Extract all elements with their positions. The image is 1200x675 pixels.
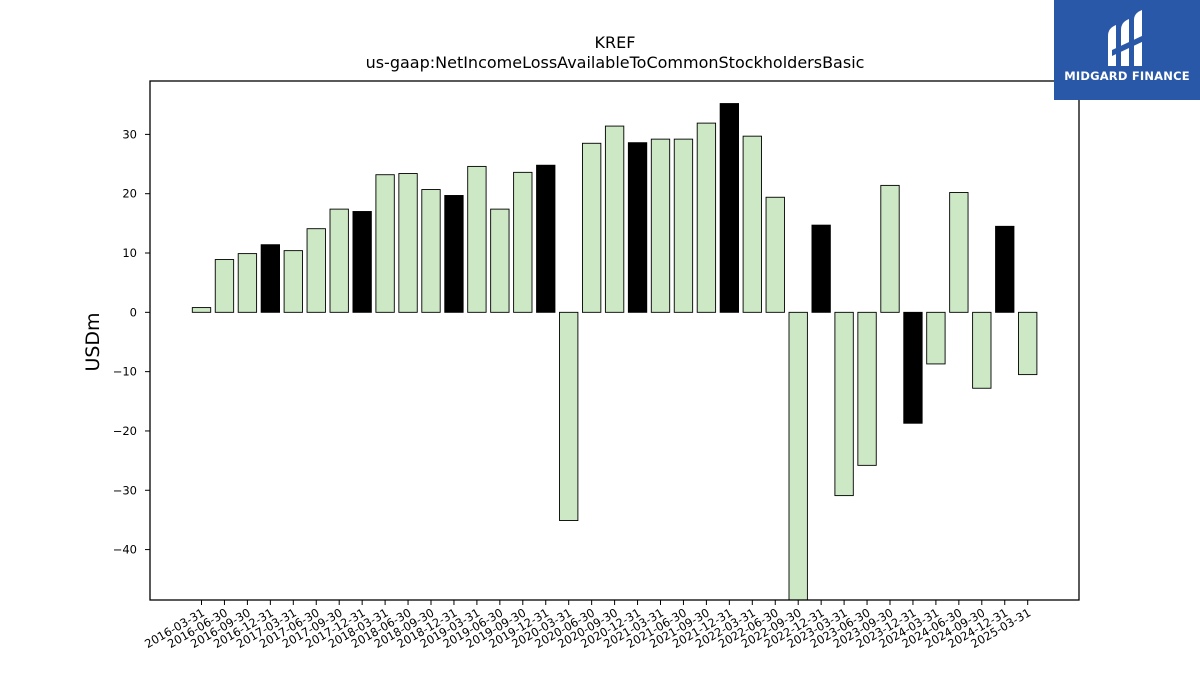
chart-title: KREF xyxy=(595,33,636,52)
bar-2018-09-30 xyxy=(421,189,441,313)
bar-2016-06-30 xyxy=(214,259,235,313)
bar-2019-03-31 xyxy=(467,165,487,313)
y-axis: 30 20 10 0 −10 −20 −30 −40 xyxy=(113,127,150,557)
bar-2019-12-31 xyxy=(536,164,556,313)
y-tick-label: −40 xyxy=(113,543,137,557)
bar-2018-03-31 xyxy=(375,174,395,313)
bar-2022-06-30 xyxy=(765,196,785,313)
bar-2024-09-30 xyxy=(972,311,992,389)
y-tick-label: 30 xyxy=(122,127,137,141)
y-axis-label: USDm xyxy=(82,312,104,371)
bar-2024-06-30 xyxy=(949,192,969,313)
bar-2025-03-31 xyxy=(1018,311,1038,376)
logo-text: MIDGARD FINANCE xyxy=(1064,69,1190,83)
bar-2024-12-31 xyxy=(995,225,1015,313)
bar-2023-12-31 xyxy=(903,311,923,424)
y-tick-label: 10 xyxy=(122,246,137,260)
bar-2023-06-30 xyxy=(857,311,877,466)
bars-group xyxy=(191,103,1038,601)
bar-2019-06-30 xyxy=(490,208,510,313)
bar-2017-03-31 xyxy=(283,250,303,313)
bar-2022-03-31 xyxy=(742,135,762,313)
bar-2017-06-30 xyxy=(306,228,326,313)
bar-2023-09-30 xyxy=(880,184,900,313)
bar-2022-09-30 xyxy=(788,311,808,601)
y-tick-label: 0 xyxy=(130,305,137,319)
bar-2018-12-31 xyxy=(444,195,464,313)
bar-2016-12-31 xyxy=(260,244,280,313)
y-tick-label: −20 xyxy=(113,424,137,438)
bar-2016-03-31 xyxy=(191,307,212,313)
bar-2020-12-31 xyxy=(627,142,648,313)
bar-2021-12-31 xyxy=(719,103,740,313)
bar-2021-03-31 xyxy=(650,138,671,313)
bar-2018-06-30 xyxy=(398,173,418,313)
y-tick-label: −30 xyxy=(113,483,137,497)
bar-2021-09-30 xyxy=(696,122,717,313)
midgard-logo-icon xyxy=(1108,10,1146,66)
bar-2019-09-30 xyxy=(513,171,533,313)
chart-subtitle: us-gaap:NetIncomeLossAvailableToCommonSt… xyxy=(366,53,865,72)
bar-2020-06-30 xyxy=(582,142,602,313)
bar-2020-03-31 xyxy=(559,311,579,521)
midgard-logo: MIDGARD FINANCE xyxy=(1054,0,1200,100)
bar-2022-12-31 xyxy=(811,224,831,313)
bar-2017-09-30 xyxy=(329,208,349,313)
bar-2024-03-31 xyxy=(926,311,946,365)
bar-2023-03-31 xyxy=(834,311,854,497)
bar-2021-06-30 xyxy=(673,138,694,313)
bar-2017-12-31 xyxy=(352,211,372,313)
x-axis: 2016-03-312016-06-302016-09-302016-12-31… xyxy=(142,600,1033,651)
y-tick-label: −10 xyxy=(113,365,137,379)
bar-2016-09-30 xyxy=(237,253,258,313)
bar-2020-09-30 xyxy=(604,125,625,313)
y-tick-label: 20 xyxy=(122,187,137,201)
